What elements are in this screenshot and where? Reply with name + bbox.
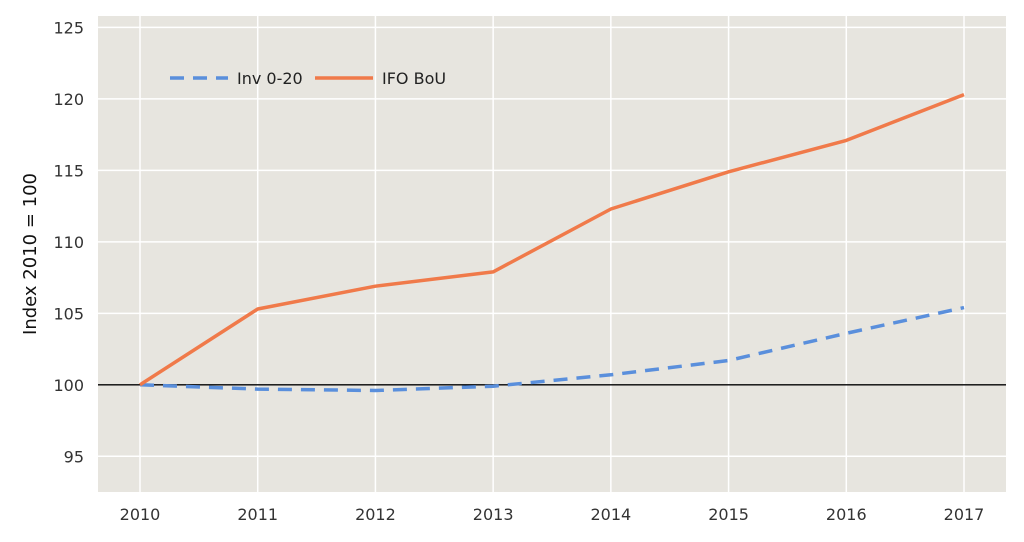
legend: Inv 0-20 IFO BoU — [170, 69, 446, 88]
y-tick-label-115: 115 — [53, 161, 84, 180]
series-line-2 — [139, 92, 965, 387]
x-tick-labels: 2010 2011 2012 2013 2014 2015 2016 2017 — [120, 505, 985, 524]
x-tick-label-2016: 2016 — [826, 505, 867, 524]
series-layer — [139, 92, 965, 393]
legend-label-1: Inv 0-20 — [237, 69, 303, 88]
x-tick-label-2015: 2015 — [708, 505, 749, 524]
legend-label-2: IFO BoU — [382, 69, 446, 88]
y-tick-labels: 95 100 105 110 115 120 125 — [53, 18, 84, 466]
y-tick-label-125: 125 — [53, 18, 84, 37]
x-tick-label-2010: 2010 — [120, 505, 161, 524]
x-tick-label-2012: 2012 — [355, 505, 396, 524]
y-tick-label-105: 105 — [53, 304, 84, 323]
grid-lines — [98, 16, 1006, 492]
x-tick-label-2011: 2011 — [237, 505, 278, 524]
series-line-1 — [139, 305, 965, 393]
plot-background — [98, 16, 1006, 492]
x-tick-label-2017: 2017 — [944, 505, 985, 524]
y-tick-label-95: 95 — [64, 447, 84, 466]
y-axis-title: Index 2010 = 100 — [20, 173, 41, 335]
x-tick-label-2013: 2013 — [473, 505, 514, 524]
y-tick-label-100: 100 — [53, 376, 84, 395]
x-tick-label-2014: 2014 — [590, 505, 631, 524]
y-tick-label-110: 110 — [53, 233, 84, 252]
y-tick-label-120: 120 — [53, 90, 84, 109]
